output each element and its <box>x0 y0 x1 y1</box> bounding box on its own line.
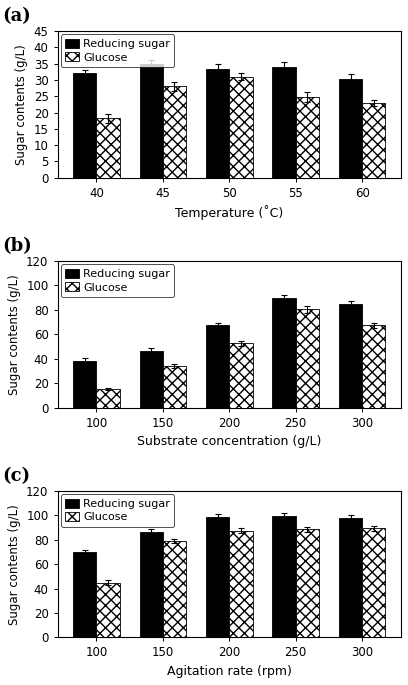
X-axis label: Substrate concentration (g/L): Substrate concentration (g/L) <box>137 435 322 448</box>
Bar <box>339 518 362 638</box>
Bar <box>96 582 120 638</box>
Y-axis label: Sugar contents (g/L): Sugar contents (g/L) <box>15 44 28 165</box>
Text: (b): (b) <box>2 237 32 256</box>
Bar <box>296 97 319 177</box>
Bar <box>96 389 120 408</box>
Bar <box>206 325 229 408</box>
Bar <box>163 541 186 638</box>
Bar <box>339 79 362 177</box>
Legend: Reducing sugar, Glucose: Reducing sugar, Glucose <box>61 495 174 527</box>
Bar <box>206 516 229 638</box>
Bar <box>206 68 229 177</box>
Bar <box>229 343 253 408</box>
Text: (c): (c) <box>2 467 31 485</box>
Bar <box>362 103 386 177</box>
Bar <box>362 325 386 408</box>
Legend: Reducing sugar, Glucose: Reducing sugar, Glucose <box>61 34 174 67</box>
Bar <box>339 304 362 408</box>
Legend: Reducing sugar, Glucose: Reducing sugar, Glucose <box>61 264 174 297</box>
Bar <box>362 528 386 638</box>
Bar <box>229 531 253 638</box>
Bar <box>296 310 319 408</box>
Bar <box>96 119 120 177</box>
Bar <box>73 73 96 177</box>
Y-axis label: Sugar contents (g/L): Sugar contents (g/L) <box>8 274 20 395</box>
Bar <box>273 298 296 408</box>
Bar <box>73 552 96 638</box>
Bar <box>140 532 163 638</box>
Bar <box>273 516 296 638</box>
Bar <box>273 67 296 177</box>
Bar <box>163 86 186 177</box>
Bar <box>73 360 96 408</box>
Bar <box>163 366 186 408</box>
Bar <box>229 77 253 177</box>
Bar <box>296 530 319 638</box>
Bar <box>140 64 163 177</box>
Bar <box>140 351 163 408</box>
Y-axis label: Sugar contents (g/L): Sugar contents (g/L) <box>8 504 20 625</box>
Text: (a): (a) <box>2 8 31 25</box>
X-axis label: Temperature (˚C): Temperature (˚C) <box>175 206 284 220</box>
X-axis label: Agitation rate (rpm): Agitation rate (rpm) <box>167 665 292 678</box>
